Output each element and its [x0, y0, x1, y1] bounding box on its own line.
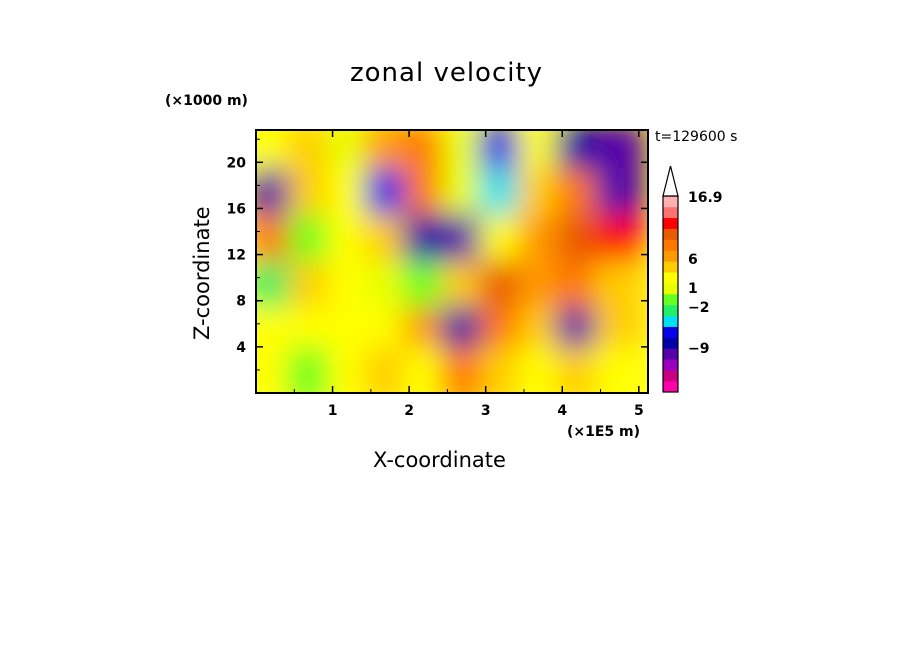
- colorbar-swatch: [663, 304, 678, 317]
- colorbar-swatch: [663, 261, 678, 273]
- colorbar: 16.9 6 1 −2 −9: [662, 165, 723, 393]
- plot-frame: [255, 129, 649, 394]
- y-tick-label: 16: [227, 201, 246, 217]
- x-axis-unit: (×1E5 m): [567, 424, 641, 440]
- colorbar-swatch: [663, 315, 678, 327]
- chart-title: zonal velocity: [350, 58, 544, 88]
- y-tick-label: 20: [227, 155, 247, 171]
- colorbar-swatch: [663, 196, 678, 208]
- x-axis-label: X-coordinate: [373, 448, 506, 472]
- x-tick-label: 5: [634, 403, 644, 419]
- x-tick-label: 4: [557, 403, 567, 419]
- field-cell: [594, 347, 645, 393]
- colorbar-swatch: [663, 283, 678, 295]
- x-tick-label: 1: [328, 403, 338, 419]
- colorbar-swatch: [663, 250, 678, 262]
- colorbar-label: 6: [688, 252, 698, 268]
- colorbar-swatch: [663, 337, 678, 349]
- colorbar-swatch: [663, 359, 678, 371]
- colorbar-label: −9: [688, 341, 709, 357]
- time-label: t=129600 s: [655, 129, 738, 145]
- colorbar-swatch: [663, 381, 678, 393]
- colorbar-swatch: [663, 228, 678, 240]
- colorbar-swatch: [663, 326, 678, 338]
- colorbar-swatch: [663, 239, 678, 251]
- colorbar-swatch: [663, 348, 678, 360]
- colorbar-swatch: [663, 294, 678, 306]
- y-tick-label: 4: [236, 340, 246, 356]
- contour-field: [256, 130, 648, 393]
- colorbar-swatch: [663, 370, 678, 382]
- colorbar-label: −2: [688, 300, 709, 316]
- colorbar-extend-arrow: [662, 165, 679, 197]
- colorbar-label: 16.9: [688, 190, 723, 206]
- y-axis-unit: (×1000 m): [165, 93, 248, 109]
- y-tick-label: 8: [236, 294, 246, 310]
- colorbar-swatch: [663, 206, 678, 219]
- colorbar-label: 1: [688, 281, 698, 297]
- colorbar-swatch: [663, 217, 678, 229]
- y-tick-label: 12: [227, 248, 246, 264]
- colorbar-swatch: [663, 272, 678, 284]
- x-tick-label: 3: [481, 403, 491, 419]
- x-tick-label: 2: [404, 403, 414, 419]
